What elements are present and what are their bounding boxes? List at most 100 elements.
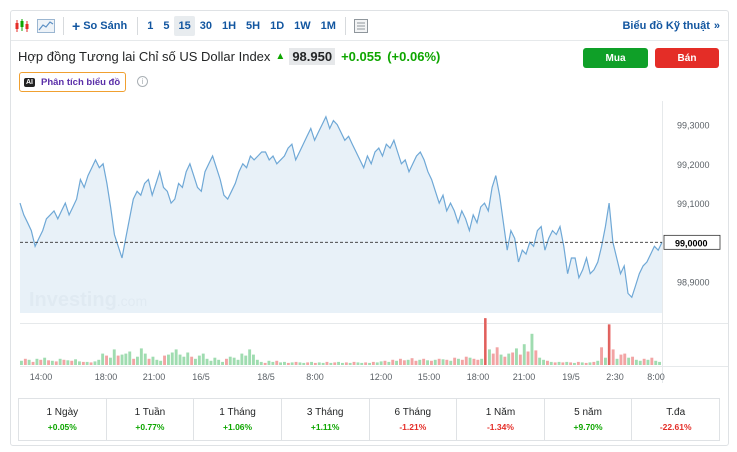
volume-bar bbox=[658, 361, 661, 365]
volume-bar bbox=[259, 361, 263, 365]
y-tick-label: 99,2000 bbox=[677, 160, 710, 170]
stat-value: -1.21% bbox=[399, 422, 427, 432]
volume-bar bbox=[468, 357, 472, 365]
x-tick-label: 21:00 bbox=[143, 372, 166, 382]
volume-bar bbox=[491, 353, 495, 365]
stat-cell[interactable]: 5 năm +9.70% bbox=[545, 399, 633, 440]
volume-bar bbox=[399, 358, 402, 365]
x-tick-label: 18:00 bbox=[95, 372, 118, 382]
volume-bar bbox=[549, 361, 553, 365]
volume-bar bbox=[213, 357, 217, 365]
price-chart[interactable]: Investing.com99,300099,200099,100099,000… bbox=[11, 101, 728, 391]
technical-chart-link[interactable]: Biểu đồ Kỹ thuật » bbox=[622, 11, 720, 41]
price-change: +0.055 bbox=[341, 49, 382, 64]
sell-button[interactable]: Bán bbox=[655, 48, 719, 68]
x-tick-label: 8:00 bbox=[306, 372, 324, 382]
volume-bar bbox=[70, 360, 74, 365]
volume-bar bbox=[414, 360, 418, 365]
stat-cell[interactable]: T.đa -22.61% bbox=[632, 399, 719, 440]
x-tick-label: 21:00 bbox=[513, 372, 536, 382]
volume-bar bbox=[306, 362, 310, 365]
area-chart-icon[interactable] bbox=[33, 11, 59, 41]
volume-bar bbox=[580, 362, 584, 365]
volume-bar bbox=[542, 359, 545, 365]
volume-bar bbox=[283, 361, 286, 365]
volume-bar bbox=[298, 362, 302, 365]
x-tick-label: 16/5 bbox=[192, 372, 210, 382]
volume-bar bbox=[139, 348, 143, 365]
volume-bar bbox=[112, 349, 116, 365]
volume-bar bbox=[611, 349, 615, 365]
volume-bar bbox=[631, 356, 634, 365]
stat-cell[interactable]: 6 Tháng -1.21% bbox=[370, 399, 458, 440]
volume-bar bbox=[642, 358, 646, 365]
stat-cell[interactable]: 3 Tháng +1.11% bbox=[282, 399, 370, 440]
volume-bar bbox=[553, 362, 557, 365]
ai-chart-analysis-button[interactable]: AI Phân tích biểu đồ bbox=[19, 72, 127, 92]
volume-bar bbox=[151, 356, 155, 365]
volume-bar bbox=[518, 354, 522, 365]
volume-bar bbox=[638, 360, 642, 365]
plus-icon: + bbox=[72, 17, 81, 34]
volume-bar bbox=[654, 360, 658, 365]
period-1[interactable]: 1 bbox=[147, 19, 154, 32]
stat-cell[interactable]: 1 Tháng +1.06% bbox=[194, 399, 282, 440]
volume-bar bbox=[646, 359, 650, 365]
instrument-title: Hợp đồng Tương lai Chỉ số US Dollar Inde… bbox=[18, 49, 271, 64]
volume-bar bbox=[445, 359, 449, 365]
volume-bar bbox=[356, 362, 360, 365]
x-tick-label: 18/5 bbox=[257, 372, 275, 382]
toolbar-divider bbox=[344, 16, 346, 35]
volume-bar bbox=[515, 348, 518, 365]
volume-bar bbox=[650, 357, 654, 365]
volume-bar bbox=[236, 359, 240, 365]
volume-bar bbox=[600, 347, 603, 365]
volume-bar bbox=[39, 359, 43, 365]
period-1w[interactable]: 1W bbox=[294, 19, 311, 32]
current-price-box bbox=[663, 234, 721, 250]
volume-bar bbox=[275, 360, 279, 365]
volume-bar bbox=[426, 360, 429, 365]
period-15[interactable]: 15 bbox=[174, 15, 195, 36]
stat-value: +0.77% bbox=[135, 422, 165, 432]
volume-bar bbox=[460, 359, 464, 365]
volume-bar bbox=[387, 361, 391, 365]
period-5h[interactable]: 5H bbox=[246, 19, 261, 32]
volume-bar bbox=[526, 351, 530, 365]
calendar-icon[interactable] bbox=[350, 11, 372, 41]
period-30[interactable]: 30 bbox=[199, 19, 212, 32]
x-tick-label: 19/5 bbox=[562, 372, 580, 382]
volume-bar bbox=[197, 355, 201, 365]
volume-bar bbox=[406, 359, 410, 365]
volume-bar bbox=[449, 360, 453, 365]
period-1h[interactable]: 1H bbox=[221, 19, 237, 32]
compare-button[interactable]: + So Sánh bbox=[68, 11, 133, 41]
performance-stats: 1 Ngày +0.05% 1 Tuần +0.77% 1 Tháng +1.06% 3 T… bbox=[18, 398, 720, 441]
x-tick-label: 8:00 bbox=[647, 372, 665, 382]
candlestick-chart-icon[interactable] bbox=[11, 11, 33, 41]
stat-cell[interactable]: 1 Năm -1.34% bbox=[457, 399, 545, 440]
stat-label: T.đa bbox=[666, 407, 686, 418]
x-tick-label: 12:00 bbox=[370, 372, 393, 382]
volume-bar bbox=[267, 360, 271, 365]
volume-bar bbox=[317, 362, 321, 365]
volume-bar bbox=[360, 362, 364, 365]
volume-bar bbox=[248, 349, 252, 365]
volume-bar bbox=[337, 361, 340, 365]
volume-bar bbox=[78, 361, 81, 365]
period-1m[interactable]: 1M bbox=[320, 19, 336, 32]
volume-bar bbox=[565, 361, 569, 365]
x-tick-label: 18:00 bbox=[467, 372, 490, 382]
volume-bar bbox=[371, 361, 375, 365]
info-icon[interactable]: i bbox=[137, 76, 148, 87]
volume-bar bbox=[93, 361, 97, 365]
buy-button[interactable]: Mua bbox=[583, 48, 648, 68]
stat-cell[interactable]: 1 Ngày +0.05% bbox=[19, 399, 107, 440]
volume-bar bbox=[225, 358, 228, 365]
stat-cell[interactable]: 1 Tuần +0.77% bbox=[107, 399, 195, 440]
volume-bar bbox=[433, 359, 437, 365]
period-5[interactable]: 5 bbox=[163, 19, 170, 32]
volume-bar bbox=[286, 362, 290, 365]
period-1d[interactable]: 1D bbox=[270, 19, 285, 32]
x-tick-label: 14:00 bbox=[30, 372, 53, 382]
